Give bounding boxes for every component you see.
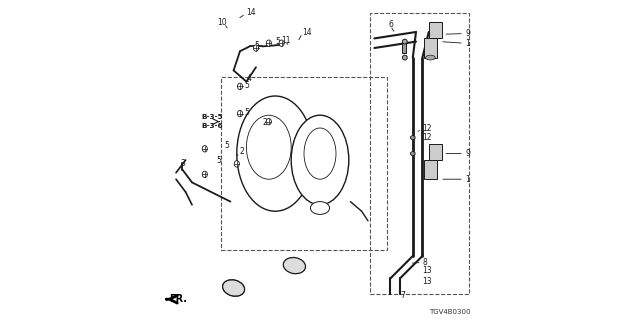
- Ellipse shape: [237, 110, 243, 117]
- Text: 2: 2: [262, 118, 267, 127]
- Text: 8: 8: [422, 258, 427, 267]
- Text: FR.: FR.: [166, 294, 187, 304]
- Text: TGV4B0300: TGV4B0300: [429, 309, 470, 315]
- Bar: [402, 43, 406, 53]
- Text: 13: 13: [422, 266, 432, 275]
- Ellipse shape: [291, 115, 349, 205]
- Text: 9: 9: [466, 29, 470, 38]
- Ellipse shape: [237, 96, 314, 211]
- Text: 6: 6: [388, 20, 394, 28]
- Text: 5: 5: [224, 141, 229, 150]
- Text: 3: 3: [181, 159, 186, 168]
- Ellipse shape: [202, 146, 207, 152]
- Ellipse shape: [234, 161, 239, 167]
- Text: 10: 10: [218, 18, 227, 27]
- Ellipse shape: [266, 40, 271, 46]
- Text: 4: 4: [246, 74, 252, 83]
- Text: 14: 14: [246, 8, 256, 17]
- Text: 12: 12: [422, 124, 432, 132]
- Text: 14: 14: [302, 28, 312, 36]
- Bar: [429, 22, 442, 38]
- Ellipse shape: [223, 280, 244, 296]
- Ellipse shape: [403, 39, 407, 44]
- Ellipse shape: [253, 45, 259, 51]
- Text: 12: 12: [422, 133, 432, 142]
- Ellipse shape: [310, 202, 330, 214]
- Text: 5: 5: [275, 37, 280, 46]
- Bar: [221, 77, 387, 250]
- Text: 9: 9: [466, 149, 470, 158]
- Text: 5: 5: [245, 108, 250, 117]
- Ellipse shape: [410, 152, 415, 156]
- Text: B-3-5: B-3-5: [202, 115, 223, 120]
- Text: 1: 1: [466, 39, 470, 48]
- Bar: [424, 160, 437, 179]
- Ellipse shape: [403, 55, 407, 60]
- Text: 7: 7: [400, 292, 405, 300]
- Text: 5: 5: [245, 81, 250, 90]
- Ellipse shape: [266, 118, 271, 125]
- Text: 5: 5: [254, 41, 259, 50]
- Ellipse shape: [202, 171, 207, 178]
- Ellipse shape: [237, 83, 243, 90]
- Bar: [370, 13, 469, 294]
- Ellipse shape: [279, 40, 284, 46]
- Text: 5: 5: [216, 156, 221, 164]
- Text: 2: 2: [240, 147, 244, 156]
- Text: 1: 1: [466, 175, 470, 184]
- Bar: [429, 144, 442, 160]
- Text: B-3-6: B-3-6: [202, 124, 223, 129]
- Bar: [424, 38, 437, 58]
- Ellipse shape: [426, 55, 435, 60]
- Ellipse shape: [284, 258, 305, 274]
- Text: 13: 13: [422, 277, 432, 286]
- Ellipse shape: [410, 136, 415, 140]
- Text: 11: 11: [282, 36, 291, 44]
